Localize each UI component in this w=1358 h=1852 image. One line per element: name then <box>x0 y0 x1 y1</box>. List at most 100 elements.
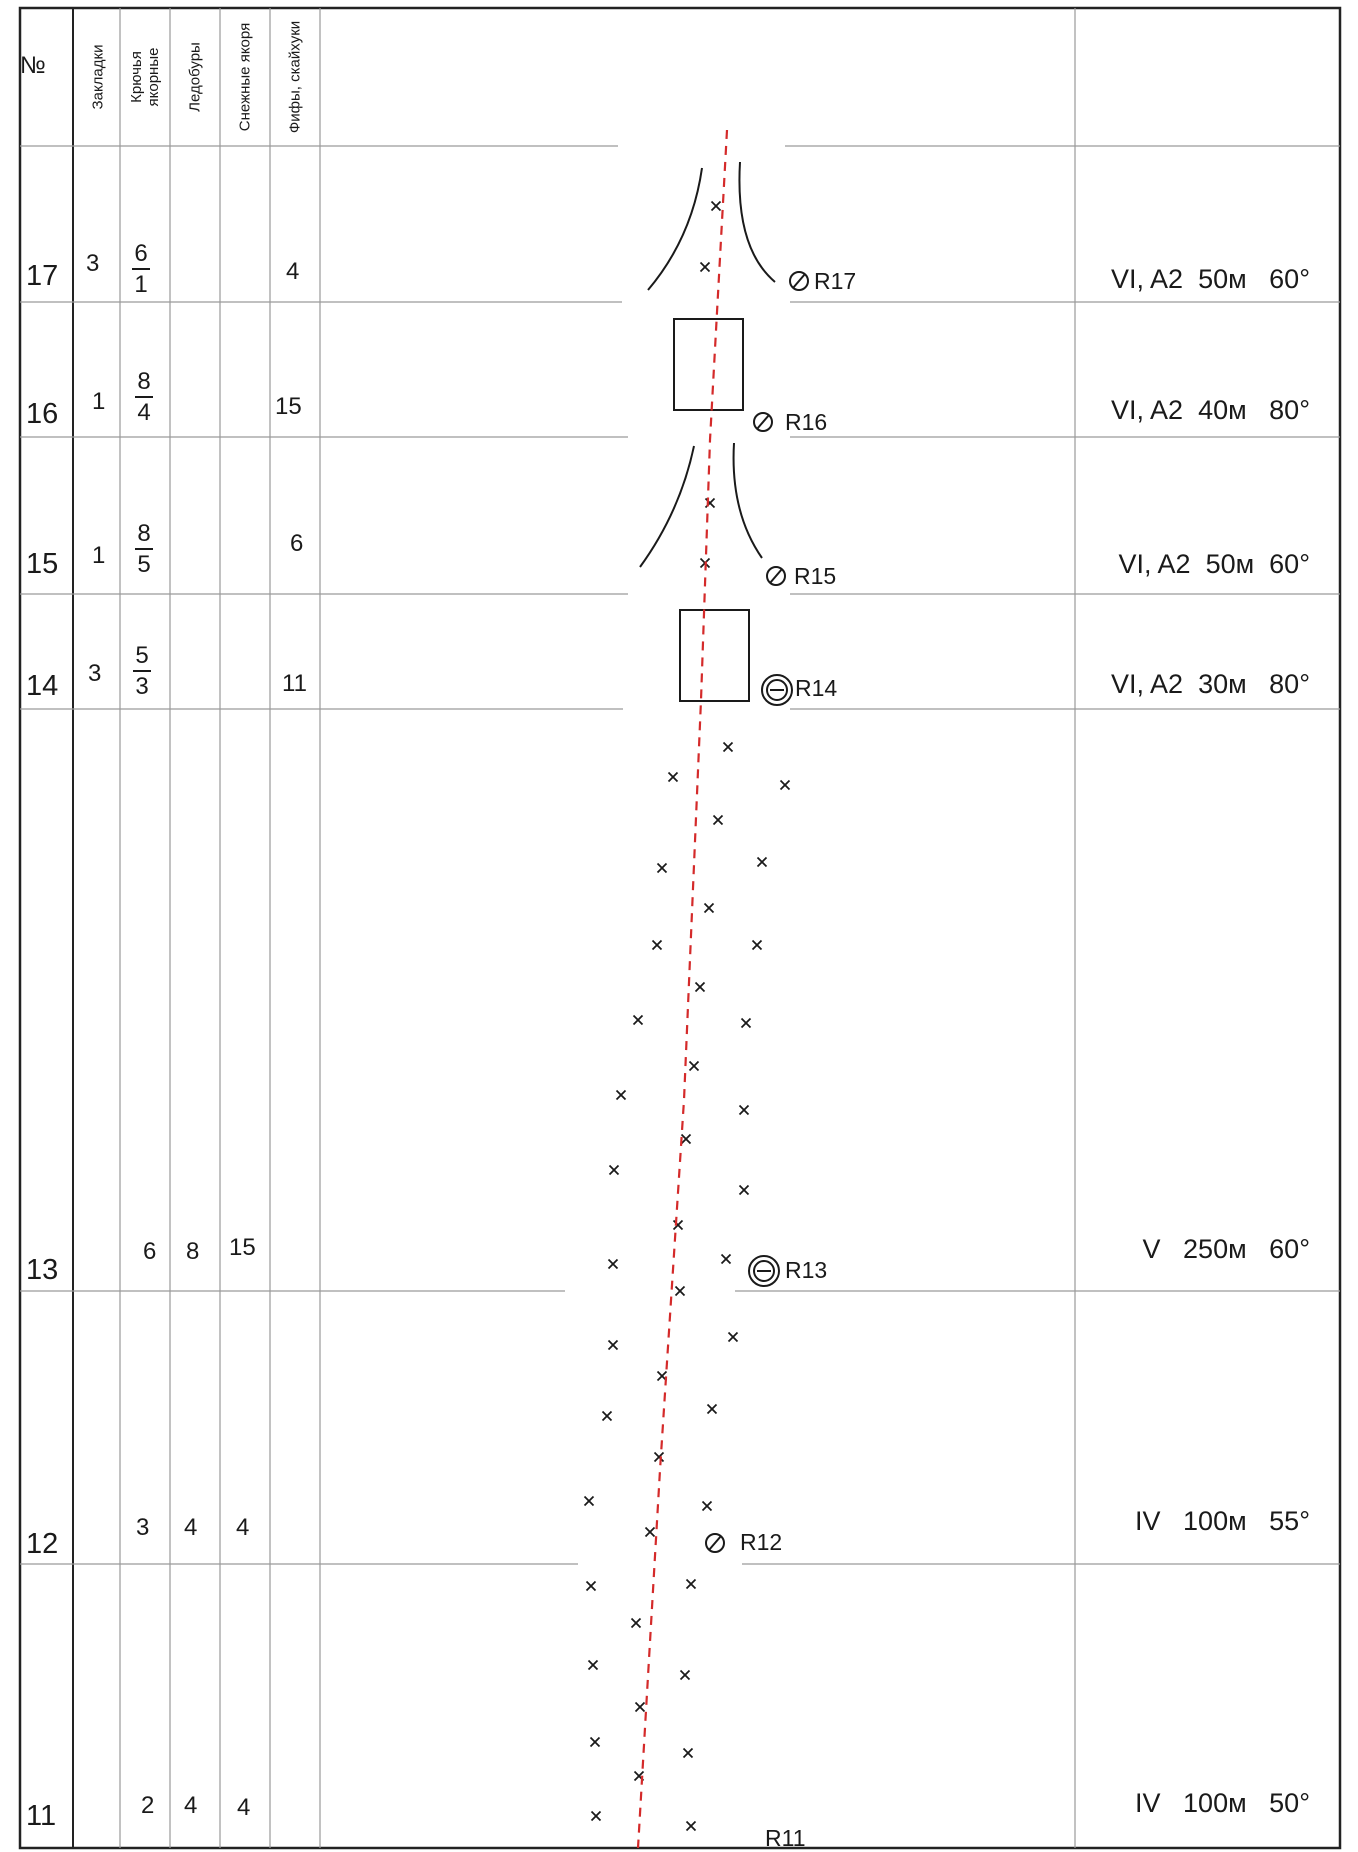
cross-mark-icon <box>703 902 715 914</box>
station-label-r12: R12 <box>740 1529 783 1555</box>
slashed-circle-icon <box>705 1533 725 1553</box>
header-snow-cell: Снежные якоря <box>220 10 269 144</box>
nuts-count: 1 <box>92 542 106 569</box>
cross-mark-icon <box>688 1060 700 1072</box>
cross-mark-icon <box>740 1017 752 1029</box>
cross-mark-icon <box>587 1659 599 1671</box>
cross-mark-icon <box>608 1164 620 1176</box>
piton-top: 8 <box>137 368 151 395</box>
cross-mark-icon <box>667 771 679 783</box>
cross-mark-icon <box>722 741 734 753</box>
pitch-note: VI, A2 30м 80° <box>1111 669 1310 699</box>
route-line <box>636 129 729 1849</box>
station-label-r16: R16 <box>785 409 828 435</box>
header-nuts-cell: Закладки <box>73 10 122 144</box>
piton-top: 6 <box>134 240 148 267</box>
cross-mark-icon <box>712 814 724 826</box>
cross-mark-icon <box>674 1285 686 1297</box>
cross-mark-icon <box>751 939 763 951</box>
pitch-note: IV 100м 50° <box>1135 1788 1310 1818</box>
station-label-r17: R17 <box>814 268 857 294</box>
station-label-r11: R11 <box>765 1825 806 1851</box>
header-hooks: Фифы, скайхуки <box>286 20 303 134</box>
cross-mark-icon <box>701 1500 713 1512</box>
cross-marks <box>583 200 791 1832</box>
hooks-count: 6 <box>290 530 304 557</box>
header-hooks-cell: Фифы, скайхуки <box>270 10 319 144</box>
pitch-note: VI, A2 50м 60° <box>1118 549 1310 579</box>
header-ice-cell: Ледобуры <box>170 10 219 144</box>
pitons-count: 3 <box>136 1514 150 1541</box>
cross-mark-icon <box>644 1526 656 1538</box>
cross-mark-icon <box>720 1253 732 1265</box>
cross-mark-icon <box>685 1820 697 1832</box>
cross-mark-icon <box>682 1747 694 1759</box>
cross-mark-icon <box>651 939 663 951</box>
nuts-count: 3 <box>88 660 102 687</box>
cross-mark-icon <box>738 1184 750 1196</box>
header-ice-screws: Ледобуры <box>186 42 203 112</box>
cross-mark-icon <box>738 1104 750 1116</box>
pitch-note: VI, A2 40м 80° <box>1111 395 1310 425</box>
piton-bottom: 1 <box>134 271 148 298</box>
slashed-circle-icon <box>789 271 809 291</box>
cross-mark-icon <box>685 1578 697 1590</box>
station-label-r13: R13 <box>785 1257 828 1283</box>
header-nuts: Закладки <box>89 44 106 110</box>
snow-anchors-count: 15 <box>229 1234 256 1261</box>
cross-mark-icon <box>589 1736 601 1748</box>
header-number: № <box>20 52 46 79</box>
cross-mark-icon <box>601 1410 613 1422</box>
chimney-left-wall-lower <box>639 445 695 568</box>
chimney-left-wall-upper <box>647 167 703 291</box>
wall-block-14 <box>679 609 750 702</box>
cross-mark-icon <box>583 1495 595 1507</box>
cross-mark-icon <box>710 200 722 212</box>
cross-mark-icon <box>634 1701 646 1713</box>
double-circle-icon <box>761 674 793 706</box>
belay-symbols <box>705 271 809 1553</box>
ice-screws-count: 8 <box>186 1238 200 1265</box>
pitch-note: VI, A2 50м 60° <box>1111 264 1310 294</box>
cross-mark-icon <box>585 1580 597 1592</box>
cross-mark-icon <box>656 862 668 874</box>
cross-mark-icon <box>607 1339 619 1351</box>
slashed-circle-icon <box>753 412 773 432</box>
slashed-circle-icon <box>766 566 786 586</box>
row-number: 11 <box>26 1800 57 1832</box>
cross-mark-icon <box>756 856 768 868</box>
cross-mark-icon <box>727 1331 739 1343</box>
header-snow-anchors: Снежные якоря <box>236 22 253 132</box>
cross-mark-icon <box>694 981 706 993</box>
piton-bottom: 3 <box>135 673 149 700</box>
cross-mark-icon <box>590 1810 602 1822</box>
pitch-note: IV 100м 55° <box>1135 1506 1310 1536</box>
cross-mark-icon <box>779 779 791 791</box>
cross-mark-icon <box>680 1133 692 1145</box>
wall-block-16 <box>673 318 744 411</box>
row-number: 14 <box>26 670 59 702</box>
station-label-r14: R14 <box>795 675 838 701</box>
cross-mark-icon <box>632 1014 644 1026</box>
hooks-count: 4 <box>286 258 300 285</box>
chimney-right-wall-lower <box>732 442 763 559</box>
piton-top: 8 <box>137 520 151 547</box>
header-pitons: Крючья якорные <box>127 47 162 107</box>
nuts-count: 1 <box>92 388 106 415</box>
piton-top: 5 <box>135 642 149 669</box>
row-number: 12 <box>26 1528 59 1560</box>
row-number: 17 <box>26 260 59 292</box>
row-number: 15 <box>26 548 59 580</box>
pitons-count: 2 <box>141 1792 155 1819</box>
hooks-count: 15 <box>275 393 302 420</box>
pitons-count: 6 <box>143 1238 157 1265</box>
terrain <box>639 161 776 702</box>
cross-mark-icon <box>699 261 711 273</box>
ice-screws-count: 4 <box>184 1514 198 1541</box>
cross-mark-icon <box>630 1617 642 1629</box>
header-pitons-cell: Крючья якорные <box>120 10 169 144</box>
